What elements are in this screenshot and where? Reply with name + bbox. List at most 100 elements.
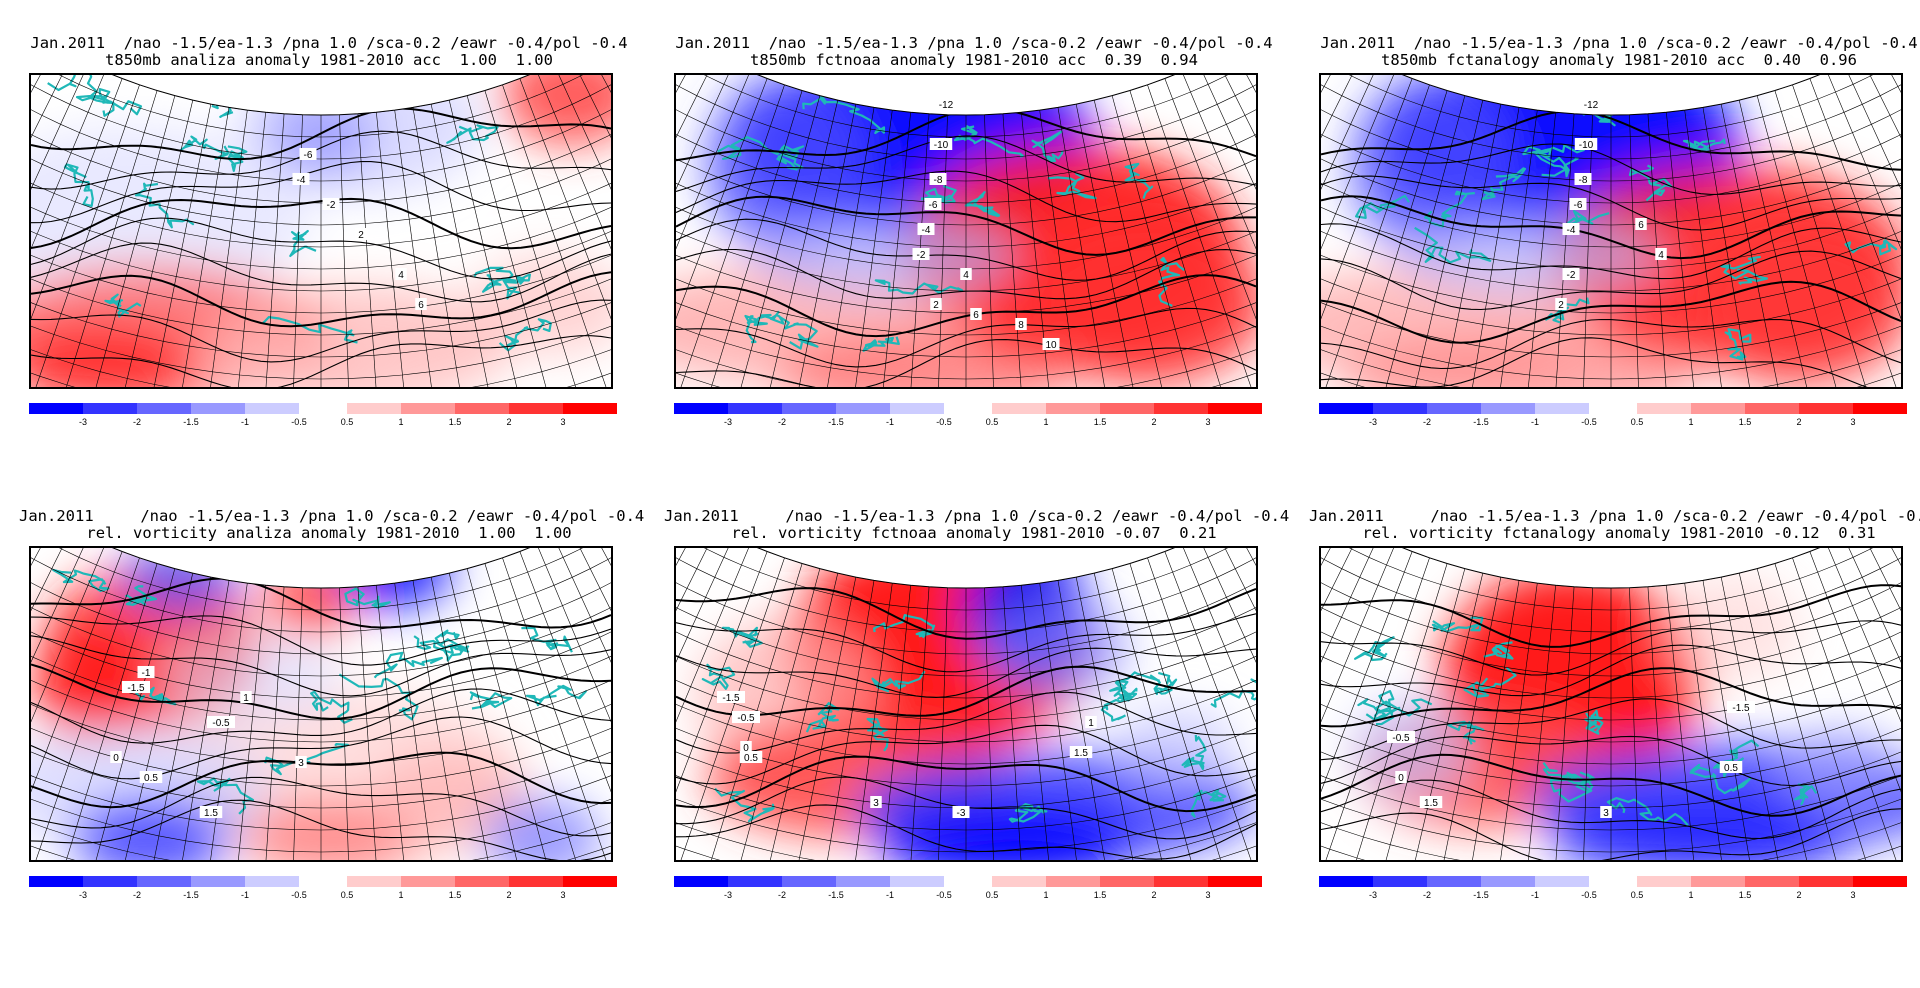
contour-line [1321,175,1901,231]
coastline [262,316,358,344]
graticule-meridian [1629,114,1642,387]
colorbar-swatch [836,876,890,887]
colorbar-tick-label: 1.5 [448,417,462,427]
colorbar-tick-label: -3 [1368,417,1378,427]
colorbar-tick-label: -0.5 [1581,417,1597,427]
graticule-meridian [31,548,89,856]
contour-line [1321,250,1901,311]
contour-line [676,804,1256,860]
coastline [1158,256,1185,307]
colorbar-swatch [509,403,563,414]
graticule-meridian [676,548,717,843]
colorbar-swatch [1535,403,1589,414]
coastline [953,125,1024,158]
contour-label: 3 [1603,808,1609,819]
contour-label-bg [207,716,235,728]
panel-title-line1: Jan.2011 /nao -1.5/ea-1.3 /pna 1.0 /sca-… [675,34,1273,52]
coastline [1355,194,1410,219]
colorbar-swatch [563,876,617,887]
colorbar-swatch [992,876,1046,887]
colorbar-tick-label: -2 [777,890,787,900]
coastline [1414,226,1492,264]
contour-label-bg [1015,318,1027,330]
graticule-meridian [875,112,911,387]
coastline [1374,698,1433,726]
coastline [744,310,780,344]
colorbar-swatch [29,403,83,414]
contour-label: 1.5 [1074,748,1088,759]
contour-label: 0 [1398,773,1404,784]
graticule-meridian [31,75,89,383]
contour-line [1321,735,1901,787]
colorbar-swatch [347,403,401,414]
graticule-meridian [466,95,559,387]
contour-line [31,197,611,250]
contour-line [1321,808,1901,860]
contour-label-bg [1042,338,1060,350]
contour-line [31,242,611,303]
contour-line [1321,753,1901,817]
contour-line [1321,667,1901,728]
colorbar-tick-label: -0.5 [291,417,307,427]
anomaly-shading [266,558,356,638]
graticule-meridian [83,568,176,860]
panel-title-line1: Jan.2011 /nao -1.5/ea-1.3 /pna 1.0 /sca-… [664,507,1290,525]
contour-line [676,170,1256,223]
colorbar-swatch [455,876,509,887]
graticule-meridian [200,110,248,387]
colorbar-tick-label: -2 [1422,417,1432,427]
graticule-meridian [1093,100,1175,387]
anomaly-shading [481,798,601,860]
graticule-meridian [1021,112,1057,387]
graticule-meridian [1181,75,1256,387]
coastline [179,135,230,160]
coastline [1689,763,1752,795]
panel-vorticity-fctanalogy: Jan.2011 /nao -1.5/ea-1.3 /pna 1.0 /sca-… [1309,508,1920,978]
colorbar-tick-label: 1.5 [1738,417,1752,427]
colorbar: -3 -2 -1.5 -1 -0.5 0.5 1 1.5 2 3 [674,403,1264,433]
graticule-meridian [1520,112,1556,387]
contour-line [31,217,611,280]
graticule-meridian [1321,75,1396,387]
contour-line [676,724,1256,785]
colorbar-tick-label: 1.5 [1738,890,1752,900]
panel-title-line2: t850mb fctanalogy anomaly 1981-2010 acc … [1381,51,1857,69]
coastline [75,88,143,116]
coastline [1724,328,1752,361]
anomaly-map: -0.5 0 0.5 1.5 3 -1.5 [1319,546,1903,862]
map-svg: -1 -1.5 -0.5 0 0.5 1 1.5 3 [31,548,611,860]
coastline [373,651,443,679]
contour-label: 1.5 [1424,798,1438,809]
coastline [1794,783,1818,806]
contour-label-bg [395,268,407,280]
colorbar-swatch [1637,403,1691,414]
contour-label-bg [415,298,427,310]
colorbar-swatch [245,876,299,887]
colorbar-tick-label: 1.5 [1093,890,1107,900]
coastline [1181,734,1207,771]
colorbar: -3 -2 -1.5 -1 -0.5 0.5 1 1.5 2 3 [1319,403,1909,433]
coastline [1483,641,1514,660]
graticule-meridian [1826,548,1901,860]
contour-line [31,577,611,629]
contour-label-bg [1727,701,1755,713]
contour-label: 8 [1018,320,1024,331]
graticule-meridian [502,557,611,860]
colorbar-tick-label: -0.5 [936,890,952,900]
colorbar-swatch [1745,403,1799,414]
colorbar-swatch [1853,876,1907,887]
colorbar-swatch [1481,876,1535,887]
contour-line [1321,698,1901,761]
colorbar-swatch [563,403,617,414]
graticule-meridian [1039,110,1087,387]
anomaly-shading [1661,573,1801,683]
contour-line [676,647,1256,698]
graticule-meridian [1198,548,1256,856]
contour-line [31,635,611,697]
colorbar: -3 -2 -1.5 -1 -0.5 0.5 1 1.5 2 3 [29,403,619,433]
graticule-meridian [1344,563,1448,860]
contour-line [31,663,611,720]
contour-line [1321,223,1901,280]
contour-label: 1 [1088,718,1094,729]
contour-line [1321,779,1901,840]
